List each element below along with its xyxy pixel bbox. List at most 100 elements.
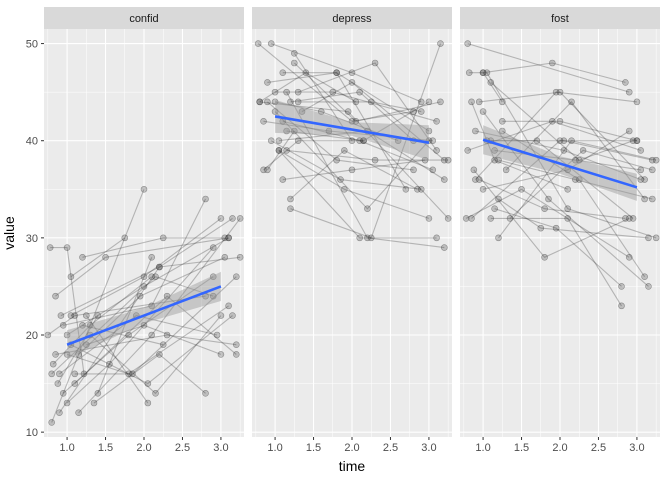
subject-point xyxy=(402,185,410,193)
subject-point xyxy=(287,205,294,213)
subject-point xyxy=(163,331,171,339)
subject-point xyxy=(283,147,290,154)
subject-point xyxy=(317,108,325,115)
subject-point xyxy=(564,185,571,193)
subject-point xyxy=(549,59,556,67)
subject-line xyxy=(502,120,638,142)
subject-point xyxy=(333,69,340,77)
subject-line xyxy=(282,120,434,171)
x-tick-label: 3.0 xyxy=(213,442,228,454)
subject-point xyxy=(475,176,483,183)
subject-line xyxy=(293,52,353,142)
facet-strip xyxy=(460,7,660,29)
subject-point xyxy=(267,40,275,47)
subject-line xyxy=(58,217,233,414)
subject-point xyxy=(487,79,495,86)
subject-line xyxy=(52,276,153,365)
subject-point xyxy=(575,176,583,183)
subject-point xyxy=(641,273,648,281)
subject-line xyxy=(66,237,229,336)
subject-point xyxy=(140,283,148,290)
subject-line xyxy=(259,101,449,219)
subject-point xyxy=(491,147,498,154)
subject-line xyxy=(274,101,399,142)
subject-line xyxy=(505,101,646,200)
subject-line xyxy=(275,91,437,122)
subject-line xyxy=(263,140,364,171)
subject-line xyxy=(478,179,626,219)
subject-point xyxy=(209,244,217,251)
subject-line xyxy=(267,101,414,171)
subject-line xyxy=(494,149,641,171)
subject-line xyxy=(286,149,449,161)
subject-line xyxy=(57,315,99,384)
subject-point xyxy=(645,283,652,290)
subject-point xyxy=(352,117,360,125)
subject-point xyxy=(622,79,629,86)
subject-point xyxy=(202,195,209,203)
subject-point xyxy=(433,117,440,125)
subject-point xyxy=(302,69,310,77)
subject-line xyxy=(483,62,626,83)
subject-point xyxy=(264,98,271,106)
subject-point xyxy=(645,234,652,242)
subject-point xyxy=(356,88,363,96)
subject-point xyxy=(417,185,425,193)
subject-point xyxy=(649,195,656,203)
subject-point xyxy=(121,234,129,242)
subject-point xyxy=(71,312,79,319)
subject-point xyxy=(341,185,348,193)
subject-line xyxy=(70,237,126,278)
subject-line xyxy=(509,149,653,219)
subject-point xyxy=(356,234,363,242)
subject-point xyxy=(217,312,225,319)
subject-point xyxy=(56,409,63,417)
subject-point xyxy=(356,137,363,145)
subject-point xyxy=(462,215,470,222)
subject-line xyxy=(274,111,430,210)
subject-point xyxy=(441,244,448,251)
subject-line xyxy=(475,130,641,181)
subject-line xyxy=(85,315,149,404)
y-tick-label: 10 xyxy=(26,427,38,439)
subject-point xyxy=(472,127,479,135)
subject-line xyxy=(267,72,430,132)
subject-point xyxy=(429,166,437,174)
subject-line xyxy=(486,140,653,161)
subject-line xyxy=(486,72,657,239)
subject-line xyxy=(293,62,441,122)
subject-point xyxy=(371,59,379,67)
subject-line xyxy=(270,140,422,190)
subject-point xyxy=(49,360,57,368)
subject-point xyxy=(425,215,433,222)
x-tick-label: 1.0 xyxy=(267,442,282,454)
subject-point xyxy=(348,79,356,86)
x-tick-label: 2.0 xyxy=(344,442,359,454)
subject-point xyxy=(275,147,283,154)
y-tick-label: 30 xyxy=(26,233,38,245)
subject-point xyxy=(56,370,63,378)
subject-point xyxy=(163,292,171,300)
subject-point xyxy=(225,302,232,310)
subject-point xyxy=(437,40,444,47)
subject-point xyxy=(421,156,429,164)
subject-point xyxy=(75,351,82,358)
subject-point xyxy=(502,166,510,174)
subject-point xyxy=(533,137,541,145)
subject-line xyxy=(55,237,229,297)
subject-point xyxy=(75,409,82,417)
subject-point xyxy=(229,312,236,319)
subject-point xyxy=(156,263,163,271)
subject-point xyxy=(102,253,109,261)
subject-point xyxy=(233,351,240,358)
subject-point xyxy=(333,156,340,164)
x-tick-label: 1.5 xyxy=(98,442,113,454)
subject-line xyxy=(50,247,85,374)
subject-point xyxy=(499,117,506,125)
subject-point xyxy=(629,215,637,222)
subject-point xyxy=(59,389,67,397)
subject-point xyxy=(291,127,298,135)
subject-point xyxy=(291,49,298,57)
subject-point xyxy=(541,253,548,261)
